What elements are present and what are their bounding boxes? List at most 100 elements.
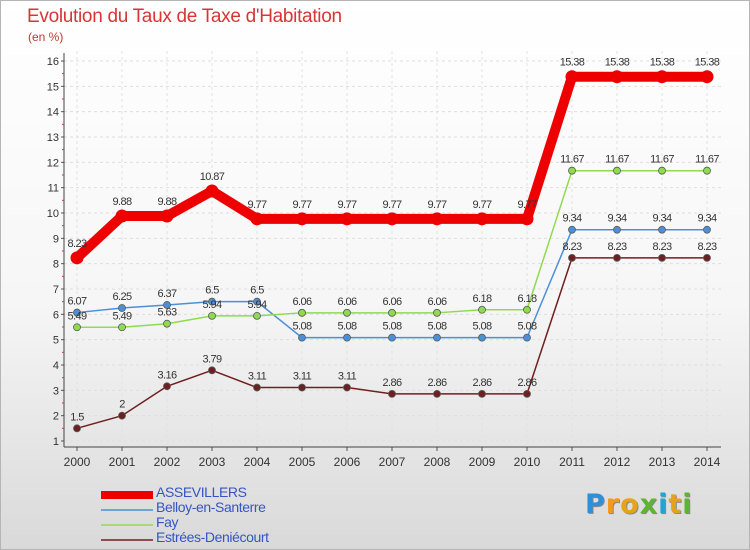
legend-label-estrees: Estrées-Deniécourt	[156, 529, 269, 545]
data-label-3: 8.23	[697, 241, 716, 253]
data-label-1: 6.25	[112, 291, 131, 303]
series-point-3	[298, 383, 306, 392]
y-tick-label: 7	[53, 284, 59, 296]
data-label-1: 6.5	[205, 285, 219, 297]
brand-letter: o	[620, 489, 640, 520]
data-label-1: 5.08	[382, 321, 401, 333]
chart-subtitle: (en %)	[28, 30, 64, 44]
data-label-1: 6.37	[157, 288, 176, 300]
data-label-2: 6.18	[472, 293, 491, 305]
data-label-2: 5.49	[67, 310, 86, 322]
series-point-3	[568, 253, 576, 262]
data-label-0: 9.77	[292, 199, 311, 211]
series-point-3	[208, 366, 216, 375]
y-tick-label: 5	[53, 335, 59, 347]
y-tick-label: 15	[47, 81, 59, 93]
data-label-2: 6.18	[517, 293, 536, 305]
data-label-0: 9.77	[427, 199, 446, 211]
data-label-1: 5.08	[427, 321, 446, 333]
data-label-1: 9.34	[697, 213, 716, 225]
data-label-3: 2.86	[427, 377, 446, 389]
data-label-1: 9.34	[562, 213, 581, 225]
data-label-0: 9.88	[157, 196, 176, 208]
x-tick-label: 2008	[424, 455, 451, 469]
series-point-0	[475, 212, 489, 226]
series-point-1	[523, 333, 531, 342]
series-point-1	[388, 333, 396, 342]
data-label-0: 9.77	[337, 199, 356, 211]
data-label-3: 3.16	[157, 369, 176, 381]
x-tick-label: 2003	[199, 455, 226, 469]
legend-label-fay: Fay	[156, 514, 179, 530]
data-label-2: 11.67	[650, 154, 674, 166]
chart-title: Evolution du Taux de Taxe d'Habitation	[27, 6, 342, 27]
data-label-2: 5.94	[202, 299, 221, 311]
series-point-0	[250, 212, 264, 226]
series-point-1	[658, 225, 666, 234]
series-point-2	[658, 166, 666, 175]
series-point-3	[118, 411, 126, 420]
data-label-0: 15.38	[650, 57, 675, 69]
y-tick-label: 12	[47, 157, 59, 169]
data-label-3: 3.11	[293, 371, 312, 383]
data-label-0: 15.38	[605, 57, 630, 69]
series-point-0	[70, 251, 84, 265]
data-label-2: 11.67	[560, 154, 584, 166]
data-label-1: 5.08	[517, 321, 536, 333]
series-point-0	[340, 212, 354, 226]
series-point-1	[73, 308, 81, 317]
series-point-0	[295, 212, 309, 226]
legend-label-assevillers: ASSEVILLERS	[156, 484, 247, 500]
x-tick-label: 2005	[289, 455, 316, 469]
data-label-2: 5.63	[157, 307, 176, 319]
data-label-2: 11.67	[605, 154, 629, 166]
x-tick-label: 2011	[559, 455, 585, 469]
series-point-0	[520, 212, 534, 226]
data-label-1: 9.34	[607, 213, 626, 225]
series-point-0	[700, 70, 714, 84]
series-point-2	[613, 166, 621, 175]
series-point-3	[73, 424, 81, 433]
y-tick-label: 16	[47, 56, 59, 68]
series-point-2	[253, 311, 261, 320]
legend-swatch-assevillers	[101, 491, 153, 499]
data-label-3: 8.23	[652, 241, 671, 253]
y-tick-label: 11	[48, 183, 59, 195]
y-tick-label: 9	[53, 233, 59, 245]
y-tick-label: 6	[53, 309, 59, 321]
series-point-2	[388, 308, 396, 317]
legend-swatch-estrees	[101, 539, 153, 541]
series-layer	[70, 70, 714, 433]
series-point-3	[478, 389, 486, 398]
y-tick-label: 1	[53, 436, 59, 448]
data-label-1: 9.34	[652, 213, 671, 225]
data-label-3: 8.23	[562, 241, 581, 253]
x-tick-label: 2009	[469, 455, 496, 469]
brand-letter: r	[605, 489, 621, 520]
series-line-3	[76, 257, 708, 430]
series-point-3	[163, 382, 171, 391]
data-label-2: 6.06	[382, 296, 401, 308]
data-label-2: 11.67	[695, 154, 719, 166]
series-point-0	[565, 70, 579, 84]
data-label-3: 2.86	[382, 377, 401, 389]
series-point-1	[433, 333, 441, 342]
series-point-0	[115, 209, 129, 223]
data-label-3: 2.86	[517, 377, 536, 389]
data-label-2: 6.06	[337, 296, 356, 308]
series-point-3	[658, 253, 666, 262]
x-tick-label: 2001	[109, 455, 136, 469]
data-label-0: 9.77	[472, 199, 491, 211]
series-point-0	[655, 70, 669, 84]
grid-layer	[64, 51, 721, 446]
y-tick-label: 2	[53, 411, 59, 423]
data-label-1: 5.08	[472, 321, 491, 333]
data-label-1: 5.08	[337, 321, 356, 333]
series-point-1	[568, 225, 576, 234]
brand-letter: i	[658, 489, 669, 520]
series-point-1	[478, 333, 486, 342]
series-point-1	[703, 225, 711, 234]
data-label-0: 15.38	[560, 57, 585, 69]
